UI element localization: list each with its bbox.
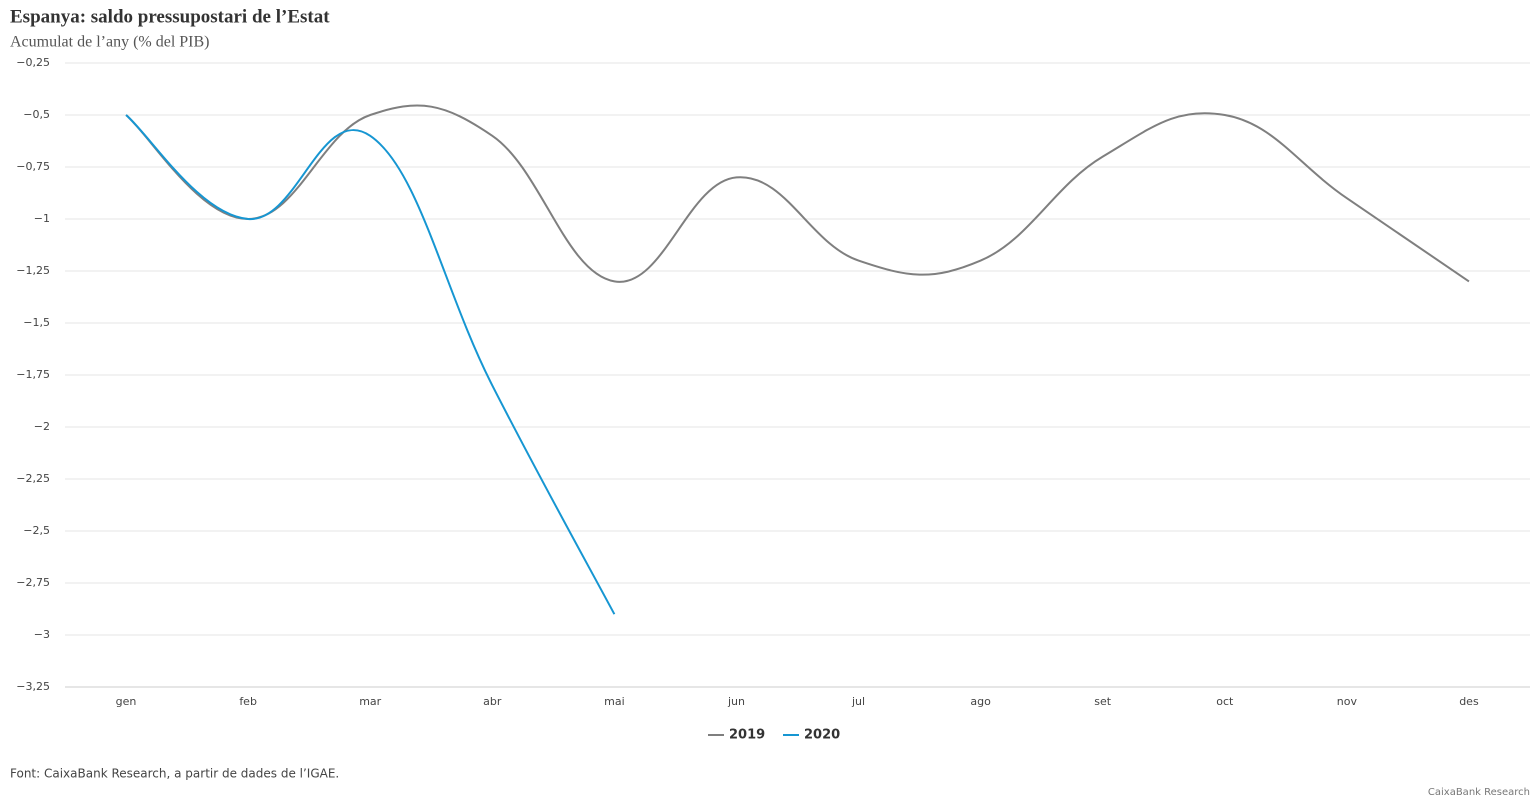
x-tick-label: mai [604,695,625,708]
x-tick-label: mar [359,695,381,708]
x-tick-label: ago [970,695,991,708]
x-tick-label: set [1094,695,1111,708]
y-tick-label: −1,5 [23,316,50,329]
x-tick-label: jun [727,695,745,708]
y-tick-label: −2 [34,420,50,433]
y-tick-label: −2,25 [16,472,50,485]
chart-subtitle: Acumulat de l’any (% del PIB) [10,34,210,51]
x-tick-label: jul [851,695,865,708]
y-tick-label: −3 [34,628,50,641]
x-tick-label: gen [116,695,137,708]
y-tick-label: −1 [34,212,50,225]
y-tick-label: −3,25 [16,680,50,693]
legend-label: 2019 [729,728,765,743]
legend-label: 2020 [804,728,840,743]
x-tick-label: des [1459,695,1479,708]
x-tick-label: nov [1337,695,1358,708]
y-tick-label: −2,75 [16,576,50,589]
y-tick-label: −2,5 [23,524,50,537]
chart-title: Espanya: saldo pressupostari de l’Estat [10,6,330,27]
y-tick-label: −1,75 [16,368,50,381]
x-tick-label: abr [483,695,502,708]
source: Font: CaixaBank Research, a partir de da… [10,767,339,781]
y-tick-label: −1,25 [16,264,50,277]
y-tick-label: −0,75 [16,160,50,173]
y-tick-label: −0,25 [16,56,50,69]
line [125,104,1470,283]
x-tick-label: oct [1216,695,1234,708]
y-tick-label: −0,5 [23,108,50,121]
line [125,114,616,615]
x-tick-label: feb [239,695,257,708]
credit: CaixaBank Research [1428,787,1530,798]
